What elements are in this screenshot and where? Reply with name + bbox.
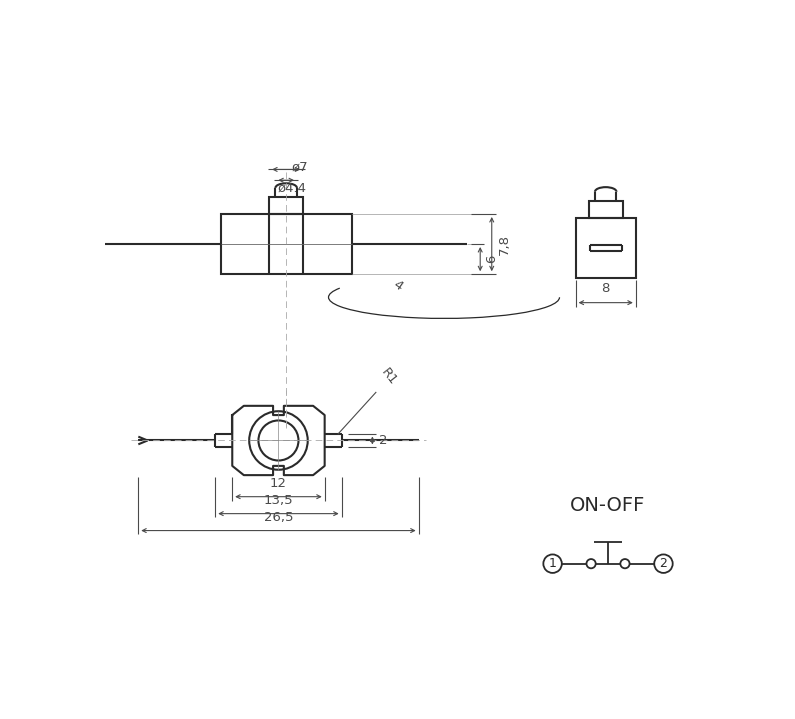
Text: 2: 2 xyxy=(378,434,387,447)
Text: 13,5: 13,5 xyxy=(264,494,293,507)
Bar xyxy=(589,201,622,218)
Text: ø4.4: ø4.4 xyxy=(277,181,307,194)
Text: 1: 1 xyxy=(549,557,556,570)
Text: 26,5: 26,5 xyxy=(264,510,293,523)
Text: 8: 8 xyxy=(602,282,610,295)
Text: 7,8: 7,8 xyxy=(498,234,511,255)
Text: 6: 6 xyxy=(485,255,498,263)
Text: 4: 4 xyxy=(390,278,405,293)
Bar xyxy=(576,218,636,278)
Text: ø7: ø7 xyxy=(292,160,308,173)
Bar xyxy=(270,197,303,214)
Text: R1: R1 xyxy=(378,366,400,388)
Text: 12: 12 xyxy=(270,477,287,490)
Bar xyxy=(221,214,351,274)
Text: ON-OFF: ON-OFF xyxy=(570,496,646,516)
Text: 2: 2 xyxy=(660,557,667,570)
